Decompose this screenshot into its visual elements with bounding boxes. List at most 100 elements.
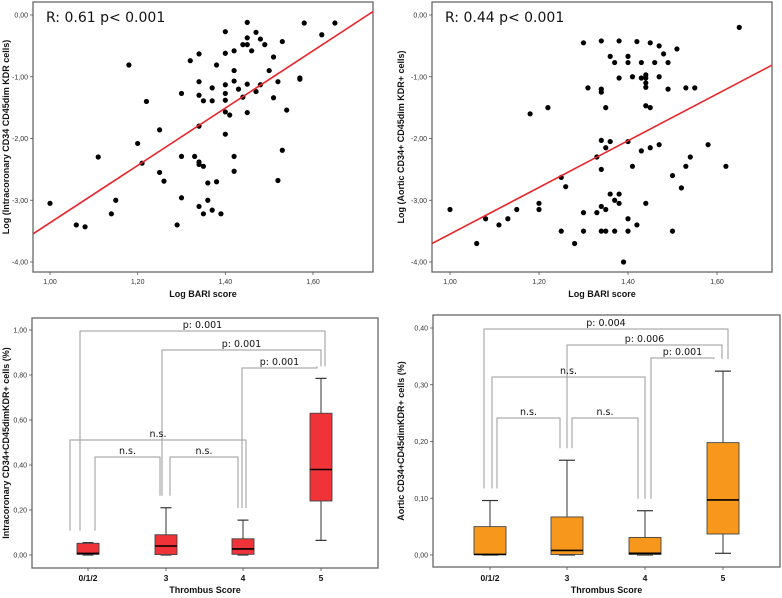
significance-label: p: 0.001	[663, 347, 702, 358]
data-point	[683, 163, 689, 169]
box-iqr	[628, 536, 662, 555]
data-point	[603, 228, 609, 234]
data-point	[674, 46, 680, 52]
data-point	[200, 98, 207, 104]
x-axis-label: Thrombus Score	[571, 585, 643, 595]
data-point	[612, 197, 618, 203]
data-point	[656, 43, 662, 49]
data-point	[638, 59, 644, 66]
data-point	[222, 82, 228, 88]
data-point	[669, 228, 676, 234]
y-tick-label: -2,00	[12, 136, 28, 143]
data-point	[213, 179, 220, 185]
data-point	[652, 59, 658, 66]
data-point	[563, 184, 569, 190]
data-point	[625, 228, 631, 234]
y-tick-label: 0,30	[414, 382, 428, 389]
data-point	[580, 210, 587, 216]
data-point	[95, 154, 101, 160]
data-point	[73, 222, 79, 228]
data-point	[270, 54, 277, 60]
data-point	[270, 95, 277, 101]
data-point	[643, 80, 649, 86]
data-point	[616, 200, 622, 206]
data-point	[253, 29, 259, 35]
data-point	[678, 185, 685, 191]
data-point	[231, 78, 237, 84]
data-point	[222, 97, 228, 103]
category-label: 4	[241, 573, 246, 583]
y-tick-label: -3,00	[12, 198, 28, 205]
data-point	[723, 163, 729, 169]
data-point	[156, 169, 163, 176]
box-iqr	[76, 542, 100, 555]
data-point	[598, 89, 604, 95]
points-group	[33, 10, 373, 235]
data-point	[638, 148, 644, 154]
data-point	[196, 161, 202, 168]
category-label: 0/1/2	[79, 573, 98, 583]
data-point	[222, 29, 228, 35]
data-point	[629, 74, 636, 80]
data-point	[474, 240, 480, 247]
comparison-bracket	[483, 328, 729, 489]
data-point	[594, 210, 600, 216]
data-point	[634, 222, 640, 228]
y-axis-label: Intracoronary CD34+CD45dimKDR+ cells (%)	[1, 347, 11, 539]
data-point	[656, 142, 662, 148]
x-axis-label: Thrombus Score	[169, 585, 241, 595]
data-point	[607, 138, 613, 145]
data-point	[262, 42, 268, 48]
correlation-annotation: R: 0.61 p< 0.001	[46, 10, 165, 26]
data-point	[143, 98, 150, 105]
category-label: 5	[319, 573, 324, 583]
significance-label: n.s.	[119, 446, 136, 457]
data-point	[705, 142, 711, 148]
data-point	[647, 40, 653, 46]
comparison-bracket	[161, 349, 322, 496]
data-point	[297, 76, 303, 82]
data-point	[505, 216, 511, 222]
x-tick-label: 1,00	[443, 279, 457, 286]
data-point	[227, 112, 233, 118]
significance-label: p: 0.001	[183, 320, 222, 331]
data-point	[231, 67, 237, 74]
y-tick-label: -1,00	[12, 74, 28, 81]
data-point	[222, 109, 228, 115]
significance-label: n.s.	[520, 407, 537, 418]
comparison-bracket	[69, 439, 247, 531]
y-tick-label: 0,20	[414, 439, 428, 446]
data-point	[572, 240, 578, 247]
data-point	[643, 84, 649, 90]
significance-label: p: 0.001	[260, 357, 299, 368]
x-axis-label: Log BARI score	[568, 289, 636, 299]
data-point	[196, 92, 202, 98]
data-point	[616, 38, 622, 44]
data-point	[284, 107, 290, 113]
category-label: 4	[643, 573, 648, 583]
data-point	[253, 88, 259, 95]
data-point	[580, 228, 587, 234]
chart-panel-top-left: 0,00 -1,00 -2,00 -3,00 -4,00 Log (Intracorona…	[1, 1, 374, 299]
data-point	[178, 195, 185, 201]
data-point	[585, 85, 591, 91]
data-point	[231, 168, 237, 174]
y-tick-label: 0,20	[13, 508, 27, 515]
correlation-annotation: R: 0.44 p< 0.001	[445, 10, 564, 26]
data-point	[244, 81, 250, 87]
data-point	[240, 42, 246, 48]
y-tick-label: 0,10	[414, 496, 428, 503]
data-point	[625, 53, 631, 59]
data-point	[634, 38, 640, 45]
regression-line	[33, 10, 373, 235]
comparison-bracket	[169, 456, 239, 509]
data-point	[222, 131, 228, 137]
x-tick-label: 1,00	[43, 279, 57, 286]
points-group	[432, 24, 772, 265]
comparison-bracket	[650, 357, 715, 499]
data-point	[187, 58, 193, 64]
y-tick-label: -3,00	[411, 198, 427, 205]
data-point	[612, 59, 618, 66]
data-point	[625, 59, 631, 66]
y-axis-label: Log (Aortic CD34+ CD45dim KDR+ cells)	[396, 50, 406, 223]
